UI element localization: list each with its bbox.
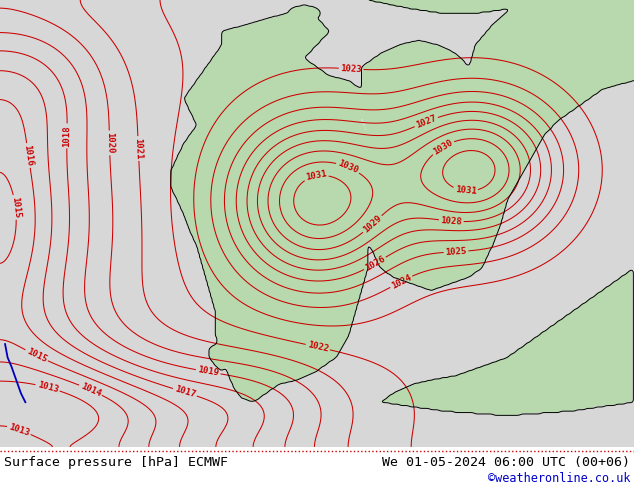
Text: 1017: 1017 xyxy=(173,385,197,400)
Text: Surface pressure [hPa] ECMWF: Surface pressure [hPa] ECMWF xyxy=(4,456,228,469)
Text: 1028: 1028 xyxy=(440,216,462,226)
Text: 1016: 1016 xyxy=(22,144,34,167)
Text: 1015: 1015 xyxy=(25,347,48,364)
Text: ©weatheronline.co.uk: ©weatheronline.co.uk xyxy=(488,472,630,486)
Text: 1029: 1029 xyxy=(361,214,384,235)
Text: 1026: 1026 xyxy=(363,254,387,273)
Text: 1024: 1024 xyxy=(389,272,413,291)
Text: 1013: 1013 xyxy=(36,380,59,394)
Text: 1018: 1018 xyxy=(62,125,72,147)
Text: We 01-05-2024 06:00 UTC (00+06): We 01-05-2024 06:00 UTC (00+06) xyxy=(382,456,630,469)
Text: 1014: 1014 xyxy=(79,382,102,398)
Text: 1019: 1019 xyxy=(197,366,219,378)
Text: 1030: 1030 xyxy=(336,159,359,175)
Text: 1031: 1031 xyxy=(305,170,328,182)
Text: 1025: 1025 xyxy=(445,246,467,257)
Text: 1023: 1023 xyxy=(340,64,362,74)
Text: 1027: 1027 xyxy=(415,114,438,130)
Text: 1022: 1022 xyxy=(306,341,329,354)
Text: 1013: 1013 xyxy=(8,422,30,438)
Text: 1015: 1015 xyxy=(10,196,21,219)
Text: 1021: 1021 xyxy=(133,138,143,159)
Text: 1020: 1020 xyxy=(105,132,114,154)
Text: 1031: 1031 xyxy=(455,185,477,196)
Text: 1030: 1030 xyxy=(431,138,455,156)
